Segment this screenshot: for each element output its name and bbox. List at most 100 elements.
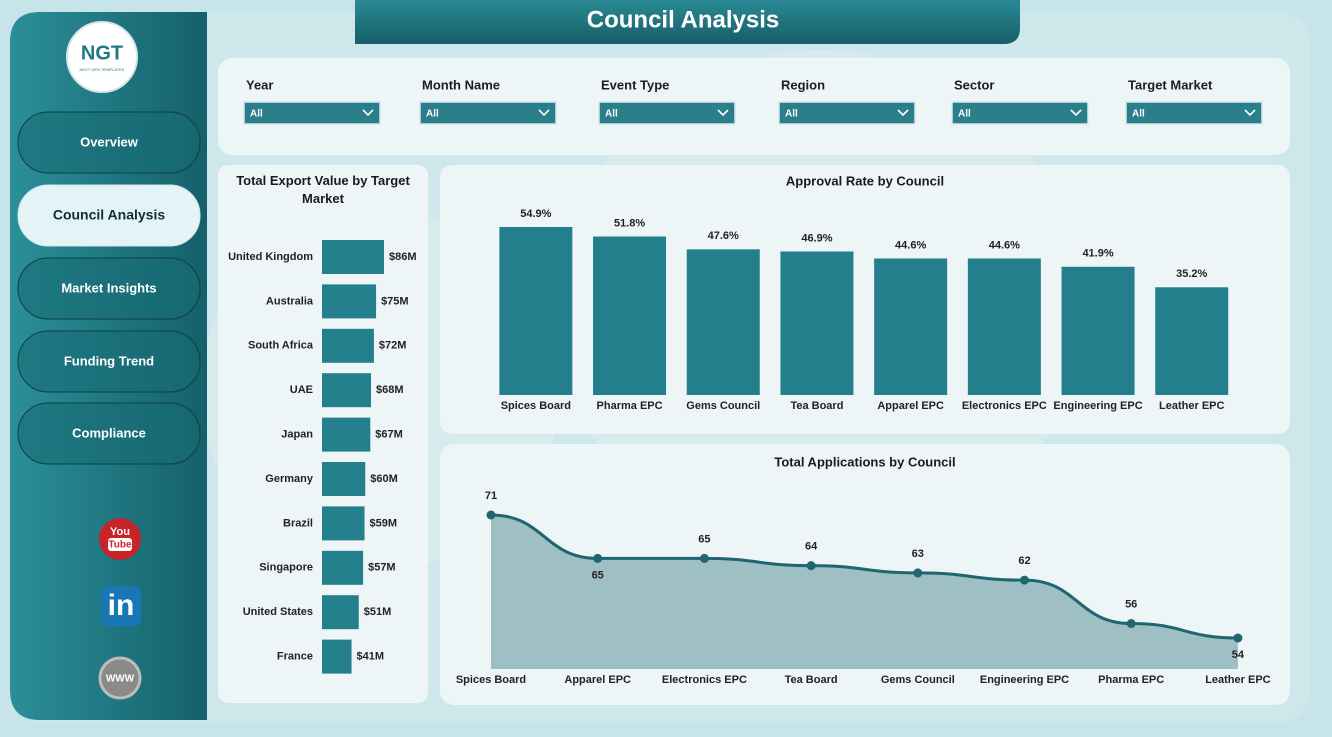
value-label: 56 [1125,598,1137,610]
category-label: Leather EPC [1205,674,1270,686]
value-label: 44.6% [895,239,926,251]
value-label: $51M [364,606,392,618]
chart-title: Total Applications by Council [774,454,955,469]
data-point [806,561,816,571]
nav-label: Market Insights [61,280,156,295]
dropdown-chevron [717,109,729,117]
bar [322,328,374,363]
filter-value: All [250,109,263,120]
filter-dropdown[interactable] [951,101,1089,125]
icon-text: in [108,589,135,622]
filter-value: All [1132,109,1145,120]
nav-label: Compliance [72,425,146,440]
bar [874,258,948,395]
value-label: 65 [592,569,604,581]
filter-dropdown[interactable] [778,101,916,125]
bar [1155,287,1229,395]
nav-button[interactable] [17,184,201,247]
filter-dropdown[interactable] [419,101,557,125]
filter-panel [218,58,1290,155]
nav-button[interactable] [17,402,201,465]
nav-label: Council Analysis [53,207,166,223]
category-label: Brazil [283,517,313,529]
value-label: $67M [375,429,403,441]
bar [322,462,366,496]
value-label: 71 [485,490,497,502]
filter-label: Target Market [1128,77,1213,92]
value-label: 46.9% [801,232,832,244]
category-label: France [277,651,313,663]
category-label: Engineering EPC [980,674,1069,686]
value-label: 63 [912,548,924,560]
category-label: Apparel EPC [877,400,944,412]
web-icon[interactable] [98,656,142,700]
icon-shape [108,538,132,551]
category-label: United Kingdom [228,251,313,263]
value-label: 54.9% [520,208,551,220]
category-label: Spices Board [456,674,526,686]
page-title: Council Analysis [587,6,780,33]
nav-button[interactable] [17,111,201,174]
dropdown-chevron [538,109,550,117]
logo-mark: NGT [81,42,123,64]
logo[interactable] [66,21,138,93]
value-label: 47.6% [708,230,739,242]
value-label: 51.8% [614,217,645,229]
filter-dropdown[interactable] [243,101,381,125]
value-label: $68M [376,384,404,396]
value-label: $75M [381,295,409,307]
filter-label: Year [246,77,273,92]
bar [593,236,667,395]
nav-button[interactable] [17,257,201,320]
filter-value: All [605,109,618,120]
value-label: 62 [1018,555,1030,567]
category-label: United States [243,606,313,618]
bar [322,595,359,630]
category-label: Apparel EPC [564,674,631,686]
bar [780,251,854,395]
nav-button[interactable] [17,330,201,393]
data-point [1233,633,1243,643]
data-point [913,568,923,578]
category-label: Japan [281,429,313,441]
category-label: UAE [290,384,313,396]
value-label: 54 [1232,649,1245,661]
filter-value: All [426,109,439,120]
category-label: Electronics EPC [662,674,747,686]
nav-label: Overview [80,134,139,149]
value-label: $72M [379,340,407,352]
dropdown-chevron [362,109,374,117]
chart-title: Approval Rate by Council [786,173,944,188]
filter-label: Event Type [601,77,669,92]
bar [322,417,371,452]
chart-title: Total Export Value by Target Market [236,173,410,206]
bar [322,240,384,274]
area-fill [491,515,1238,669]
icon-text: You [110,526,130,538]
category-label: Pharma EPC [1098,674,1164,686]
value-label: 64 [805,541,818,553]
value-label: $86M [389,251,417,263]
data-point [593,553,603,563]
category-label: Leather EPC [1159,400,1224,412]
category-label: Spices Board [501,400,571,412]
icon-text: WWW [106,674,135,685]
linkedin-icon[interactable] [101,586,141,626]
data-point [1020,575,1029,585]
bar [1061,266,1135,395]
filter-label: Region [781,77,825,92]
value-label: 44.6% [989,239,1020,251]
filter-dropdown[interactable] [1125,101,1263,125]
filter-value: All [958,109,971,120]
filter-dropdown[interactable] [598,101,736,125]
category-label: Pharma EPC [597,400,663,412]
category-label: Gems Council [881,674,955,686]
filter-value: All [785,109,798,120]
category-label: Singapore [259,562,313,574]
dropdown-chevron [1070,109,1082,117]
nav-label: Funding Trend [64,353,154,368]
bar [322,284,377,319]
category-label: Germany [265,473,314,485]
value-label: $57M [368,562,396,574]
